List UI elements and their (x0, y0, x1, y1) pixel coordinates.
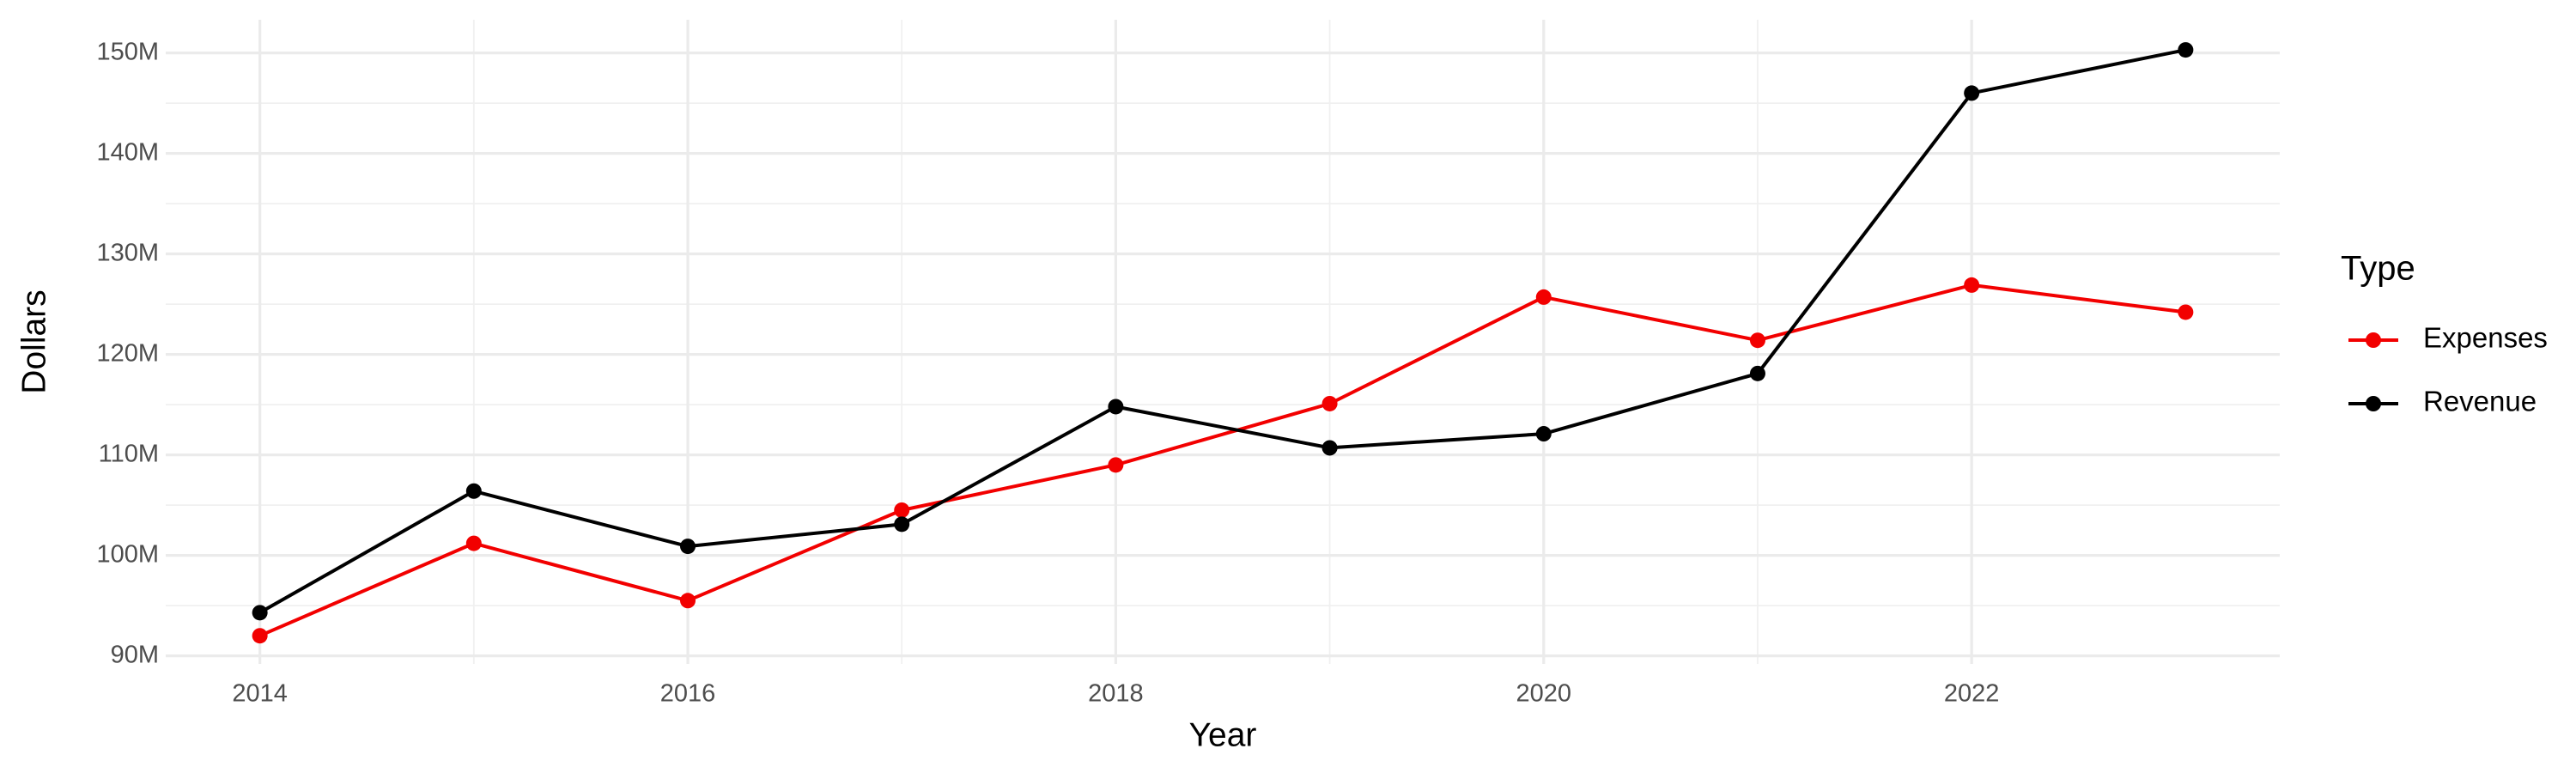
x-tick-label: 2014 (232, 680, 288, 708)
data-point (680, 593, 696, 609)
series-line (258, 283, 2186, 638)
legend-label: Expenses (2423, 322, 2548, 354)
y-tick-label: 110M (99, 440, 159, 467)
y-tick-label: 130M (96, 239, 159, 266)
x-axis-title: Year (1189, 716, 1257, 753)
data-point (894, 516, 910, 533)
data-point (1108, 457, 1124, 473)
data-point (252, 605, 268, 621)
data-point (2178, 42, 2194, 58)
data-point (465, 483, 482, 499)
y-tick-label: 120M (96, 339, 159, 367)
data-point (1964, 85, 1980, 101)
data-point (680, 539, 696, 555)
legend-key-point (2366, 396, 2381, 411)
legend-key-point (2366, 332, 2381, 348)
legend-label: Revenue (2423, 386, 2537, 417)
x-tick-label: 2016 (660, 680, 716, 708)
x-tick-label: 2018 (1088, 680, 1144, 708)
data-point (1749, 332, 1765, 349)
data-point (465, 535, 482, 551)
y-tick-label: 100M (96, 540, 159, 568)
series-line (258, 48, 2186, 615)
y-tick-label: 90M (111, 641, 159, 668)
data-point (1108, 399, 1124, 415)
data-point (1964, 277, 1980, 293)
data-point (252, 628, 268, 644)
y-axis-title: Dollars (15, 289, 52, 393)
data-point (1535, 426, 1552, 442)
data-point (1749, 365, 1765, 381)
data-point (1535, 289, 1552, 305)
legend-title: Type (2341, 250, 2415, 288)
data-point (2178, 304, 2194, 320)
data-point (894, 502, 910, 518)
y-tick-label: 150M (96, 38, 159, 65)
y-tick-label: 140M (96, 138, 159, 166)
x-tick-label: 2020 (1516, 680, 1572, 708)
data-point (1321, 395, 1338, 411)
data-point (1321, 440, 1338, 456)
x-tick-label: 2022 (1944, 680, 2000, 708)
